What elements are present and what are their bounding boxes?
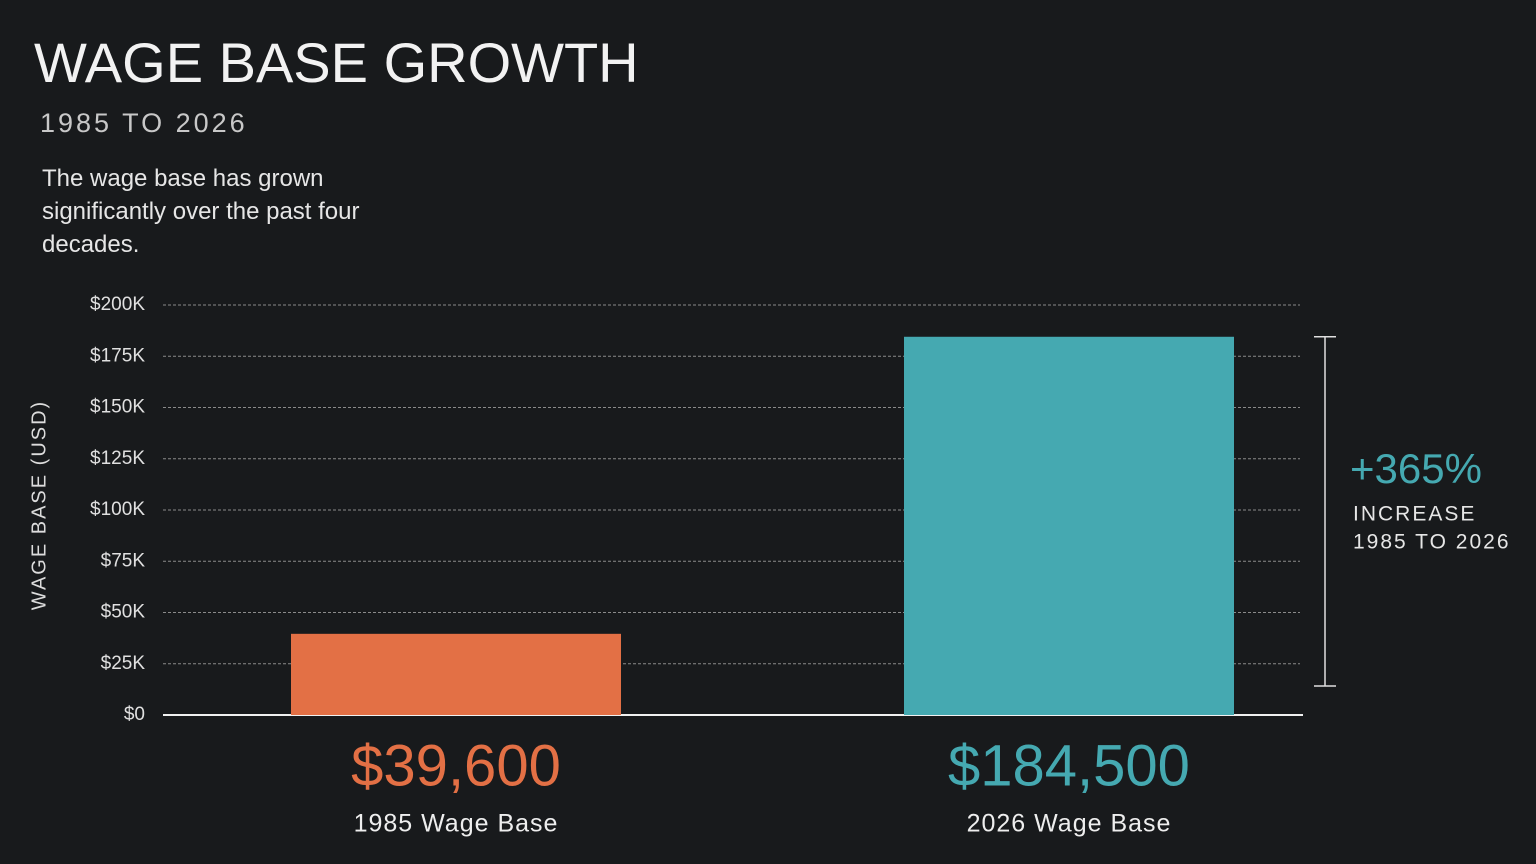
bar bbox=[291, 633, 621, 715]
chart-description: The wage base has grown significantly ov… bbox=[42, 165, 360, 258]
y-tick-label: $125K bbox=[90, 448, 145, 469]
chart-subtitle: 1985 TO 2026 bbox=[40, 108, 248, 138]
y-tick-label: $200K bbox=[90, 294, 145, 315]
value-label: $184,500 bbox=[948, 733, 1190, 798]
y-tick-label: $100K bbox=[90, 499, 145, 520]
y-tick-label: $50K bbox=[101, 602, 146, 623]
y-tick-label: $75K bbox=[101, 550, 146, 571]
y-tick-label: $25K bbox=[101, 653, 146, 674]
chart-title: WAGE BASE GROWTH bbox=[34, 31, 639, 94]
y-tick-label: $0 bbox=[124, 704, 145, 725]
annotation-value: +365% bbox=[1350, 445, 1482, 492]
bar bbox=[904, 336, 1234, 715]
y-tick-label: $175K bbox=[90, 345, 145, 366]
x-tick-label: 1985 Wage Base bbox=[354, 810, 559, 838]
x-tick-label: 2026 Wage Base bbox=[967, 810, 1172, 838]
annotation-text: 1985 TO 2026 bbox=[1353, 531, 1511, 554]
value-label: $39,600 bbox=[351, 733, 561, 798]
annotation-text: INCREASE bbox=[1353, 503, 1476, 526]
y-axis-label: WAGE BASE (USD) bbox=[28, 400, 50, 610]
y-tick-label: $150K bbox=[90, 397, 145, 418]
